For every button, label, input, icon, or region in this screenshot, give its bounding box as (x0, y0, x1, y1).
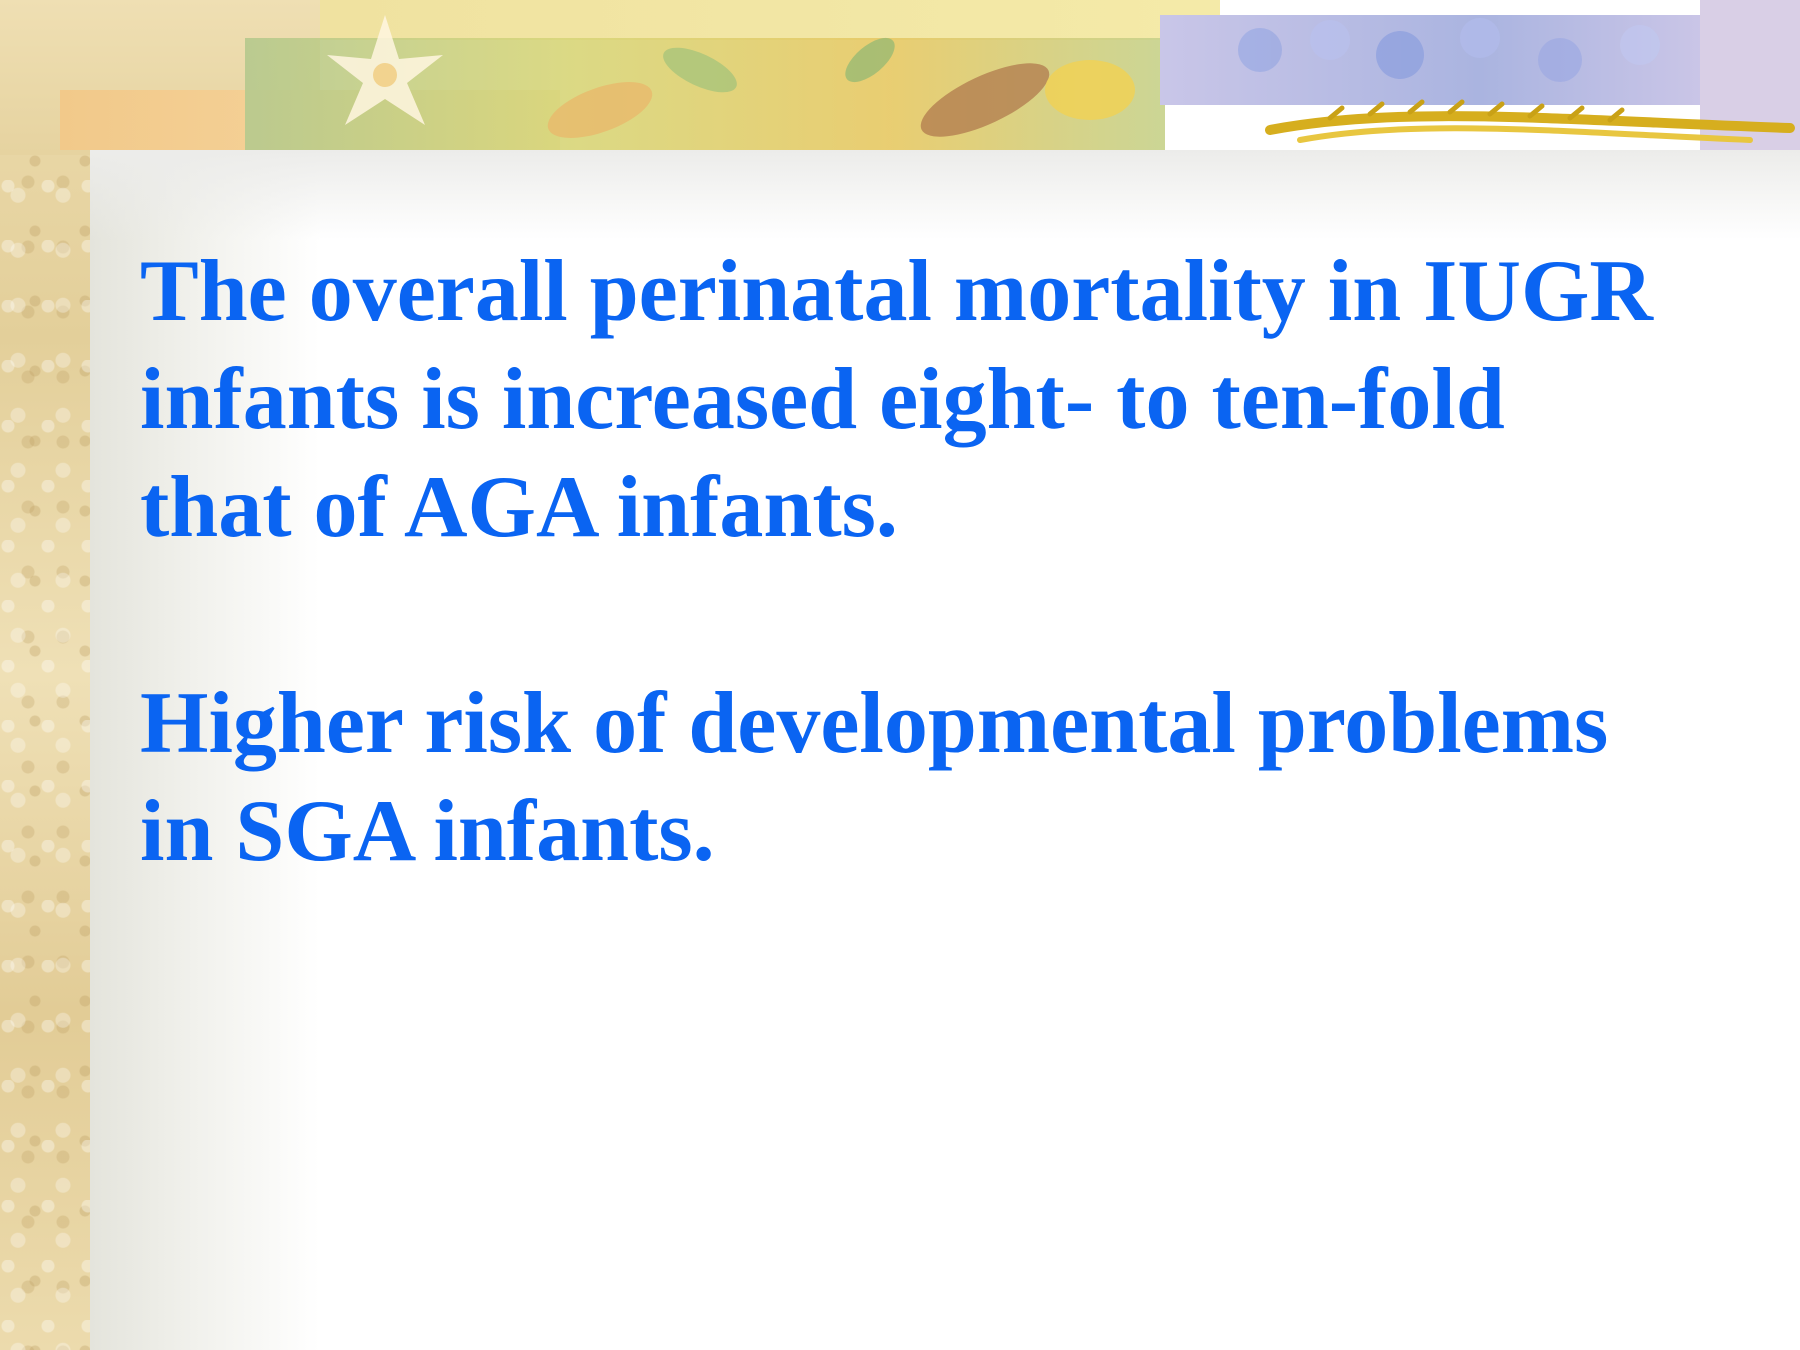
slide-body: The overall perinatal mortality in IUGR … (140, 238, 1760, 886)
page-top-shadow (90, 150, 1800, 240)
parchment-left-strip (0, 0, 90, 1350)
flower-icon (327, 15, 443, 125)
grain-icon (1265, 99, 1795, 143)
paragraph-developmental-risk: Higher risk of developmental problems in… (140, 675, 1609, 880)
decorative-banner (0, 0, 1800, 155)
paragraph-mortality: The overall perinatal mortality in IUGR … (140, 243, 1653, 556)
leaf-icon (547, 37, 1135, 138)
page-edge-shadow (90, 150, 320, 1350)
